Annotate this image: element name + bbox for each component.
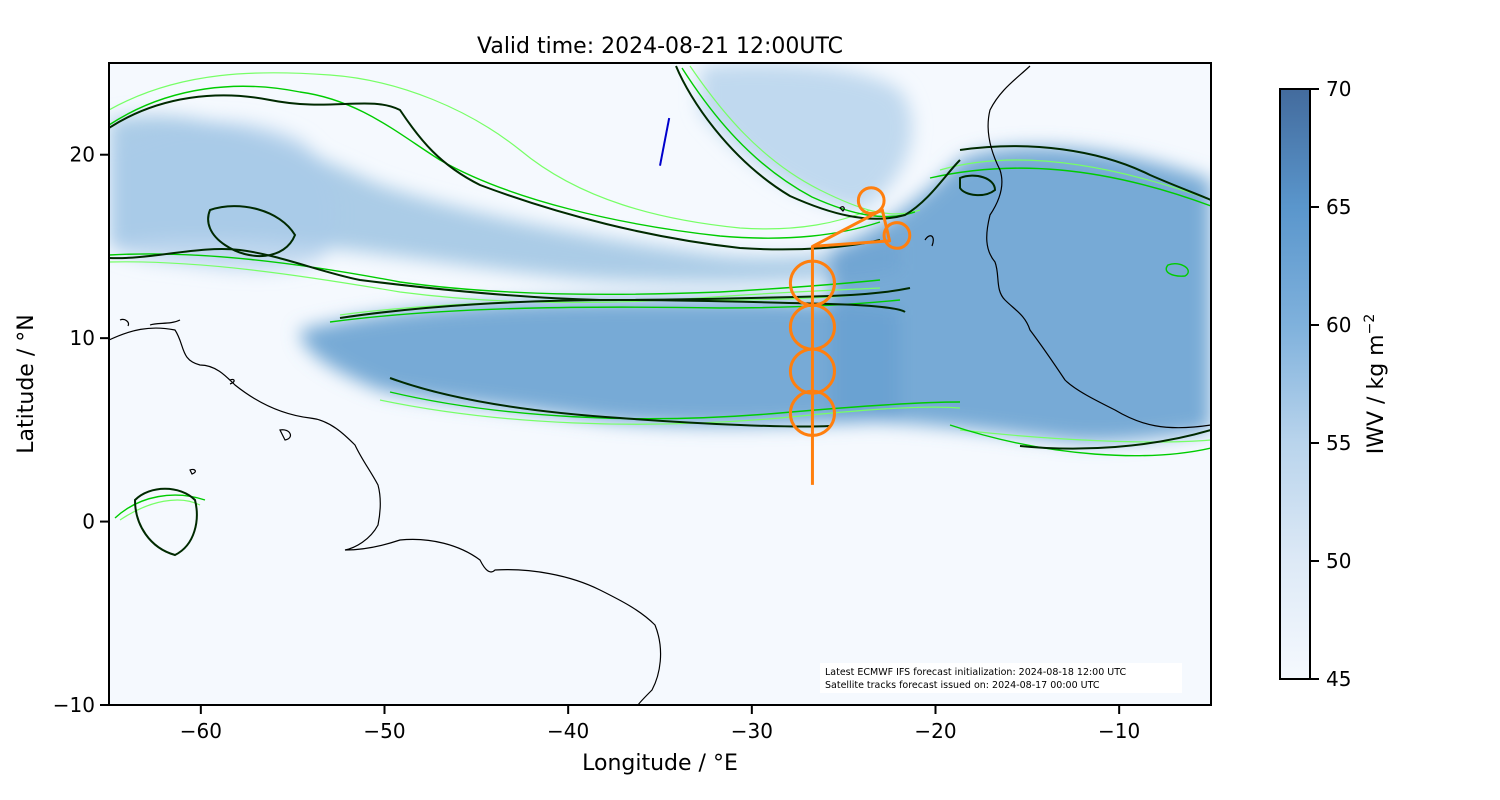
x-tick-label: −60	[180, 719, 222, 743]
satellite-track-line	[659, 117, 671, 166]
y-tick-label: 10	[70, 326, 95, 350]
x-tick-label: −10	[1098, 719, 1140, 743]
iwv-caribbean-region	[109, 121, 338, 271]
colorbar-tick-label: 60	[1326, 313, 1351, 337]
x-tick-label: −30	[731, 719, 773, 743]
colorbar-tick-label: 50	[1326, 549, 1351, 573]
colorbar-tick-label: 70	[1326, 77, 1351, 101]
flight-circle	[788, 389, 836, 437]
colorbar-label: IWV / kg m−2	[1362, 314, 1389, 454]
flight-circle	[788, 347, 836, 395]
map-frame	[108, 62, 1212, 706]
annotation-box	[820, 663, 1182, 693]
y-tick-label: −10	[53, 693, 95, 717]
y-tick-label: 20	[70, 143, 95, 167]
contours-dark	[109, 65, 1211, 557]
flight-circle	[856, 186, 886, 215]
africa-coast	[986, 65, 1211, 429]
caribbean-islands	[119, 318, 292, 475]
colorbar-tick-label: 45	[1326, 667, 1351, 691]
y-axis: −10 0 10 20	[53, 143, 109, 717]
plot-title: Valid time: 2024-08-21 12:00UTC	[477, 34, 843, 59]
colorbar: 45 50 55 60 65 70 IWV / kg m−2	[1279, 77, 1389, 691]
iwv-southern-band	[300, 300, 900, 426]
x-tick-label: −40	[547, 719, 589, 743]
iwv-north-dome	[700, 63, 913, 211]
colorbar-label-text: IWV / kg m	[1364, 334, 1389, 454]
iwv-east-region	[830, 146, 1211, 442]
annotation-line2: Satellite tracks forecast issued on: 202…	[825, 680, 1100, 691]
colorbar-ticks: 45 50 55 60 65 70	[1310, 77, 1351, 691]
y-tick-label: 0	[82, 510, 95, 534]
iwv-field	[109, 63, 1211, 442]
colorbar-gradient	[1279, 88, 1311, 680]
satellite-track	[659, 117, 671, 166]
colorbar-tick-label: 55	[1326, 431, 1351, 455]
annotation-line1: Latest ECMWF IFS forecast initialization…	[825, 667, 1126, 678]
x-tick-label: −50	[363, 719, 405, 743]
forecast-annotation: Latest ECMWF IFS forecast initialization…	[820, 663, 1182, 693]
coastlines	[109, 65, 1211, 705]
x-axis: −60 −50 −40 −30 −20 −10	[180, 705, 1140, 743]
x-axis-label: Longitude / °E	[582, 751, 738, 776]
colorbar-tick-label: 65	[1326, 195, 1351, 219]
y-axis-label: Latitude / °N	[14, 314, 39, 453]
flight-track	[788, 186, 912, 485]
south-america-coast	[109, 327, 662, 705]
colorbar-label-exponent: −2	[1362, 314, 1378, 335]
x-tick-label: −20	[914, 719, 956, 743]
map-area: Latest ECMWF IFS forecast initialization…	[109, 63, 1211, 705]
cape-verde-islands	[839, 206, 934, 247]
flight-circle	[882, 221, 912, 250]
